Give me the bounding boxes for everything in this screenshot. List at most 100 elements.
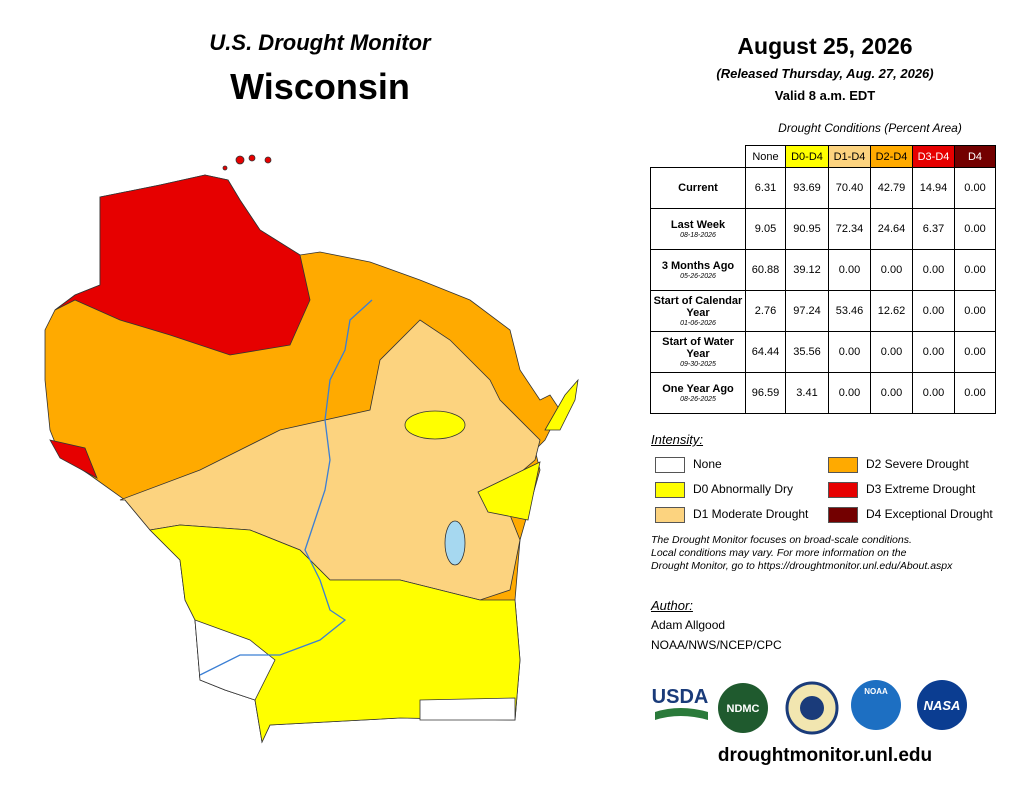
conditions-table: None D0-D4 D1-D4 D2-D4 D3-D4 D4 Current 6.31 93.… [650, 145, 996, 414]
row-label: Last Week [670, 218, 726, 231]
state-name: Wisconsin [230, 66, 410, 107]
value-cell: 72.34 [828, 208, 871, 250]
footer-url: droughtmonitor.unl.edu [717, 745, 933, 766]
logo-ndmc: NDMC [727, 703, 760, 715]
d0-region-east [477, 461, 541, 521]
value-cell: 6.31 [745, 167, 786, 209]
column-header: None [745, 145, 786, 168]
blank-cell [650, 145, 746, 168]
row-label-cell: Start of Water Year 09-30-2025 [650, 331, 746, 373]
value-cell: 6.37 [912, 208, 955, 250]
legend-swatch [828, 456, 858, 473]
island [264, 156, 272, 164]
column-header: D4 [954, 145, 996, 168]
value-cell: 9.05 [745, 208, 786, 250]
value-cell: 12.62 [870, 290, 913, 332]
logo-commerce-inner [800, 696, 824, 720]
legend-item: D3 Extreme Drought [828, 481, 975, 498]
legend-label: None [693, 457, 722, 471]
value-cell: 42.79 [870, 167, 913, 209]
note-line: The Drought Monitor focuses on broad-sca… [651, 534, 912, 546]
legend-title: Intensity: [651, 432, 704, 447]
data-row: Last Week 08-18-2026 9.05 90.95 72.34 24.64 6.… [650, 208, 996, 250]
released-date: (Released Thursday, Aug. 27, 2026) [716, 66, 934, 81]
value-cell: 0.00 [912, 249, 955, 291]
legend-swatch [655, 481, 685, 498]
date-title: August 25, 2026 [737, 33, 913, 59]
value-cell: 0.00 [954, 290, 996, 332]
data-row: Start of Water Year 09-30-2025 64.44 35.56 0… [650, 331, 996, 373]
legend-item: D2 Severe Drought [828, 456, 969, 473]
row-label: One Year Ago [662, 382, 734, 395]
logo-nasa: NASA [924, 698, 961, 713]
value-cell: 2.76 [745, 290, 786, 332]
row-label: Start of Calendar Year [653, 294, 743, 319]
value-cell: 0.00 [870, 372, 913, 414]
legend-item: None [655, 456, 722, 473]
row-label: Start of Water Year [662, 335, 734, 360]
legend-swatch [828, 481, 858, 498]
row-date: 01-06-2026 [680, 319, 716, 327]
column-header: D2-D4 [870, 145, 913, 168]
column-header: D3-D4 [912, 145, 955, 168]
value-cell: 3.41 [785, 372, 829, 414]
note-line: Local conditions may vary. For more info… [651, 547, 907, 559]
logo-noaa: NOAA [864, 687, 888, 696]
row-date: 09-30-2025 [680, 360, 716, 368]
value-cell: 60.88 [745, 249, 786, 291]
value-cell: 90.95 [785, 208, 829, 250]
wisconsin-river [199, 299, 373, 676]
logo-usda: USDA [652, 686, 709, 708]
row-label-cell: 3 Months Ago 05-26-2026 [650, 249, 746, 291]
legend-label: D0 Abnormally Dry [693, 482, 794, 496]
legend-item: D1 Moderate Drought [655, 506, 809, 523]
value-cell: 14.94 [912, 167, 955, 209]
value-cell: 64.44 [745, 331, 786, 373]
row-date: 08-18-2026 [680, 231, 716, 239]
value-cell: 0.00 [912, 372, 955, 414]
row-label-cell: Current [650, 167, 746, 209]
row-label-cell: Start of Calendar Year 01-06-2026 [650, 290, 746, 332]
legend-label: D1 Moderate Drought [693, 507, 809, 521]
d3-region-west [49, 439, 98, 479]
legend-swatch [655, 456, 685, 473]
island [222, 165, 228, 171]
legend-item: D4 Exceptional Drought [828, 506, 993, 523]
table-caption: Drought Conditions (Percent Area) [778, 121, 962, 135]
data-row: Current 6.31 93.69 70.40 42.79 14.94 0.00 [650, 167, 996, 209]
header-row: None D0-D4 D1-D4 D2-D4 D3-D4 D4 [650, 145, 996, 168]
none-region-se [419, 697, 516, 721]
island [248, 154, 256, 162]
row-date: 05-26-2026 [680, 272, 716, 280]
data-row: One Year Ago 08-26-2025 96.59 3.41 0.00 0.00 0… [650, 372, 996, 414]
d3-region-north [54, 174, 311, 356]
column-header: D0-D4 [785, 145, 829, 168]
title: U.S. Drought Monitor [209, 30, 431, 55]
value-cell: 0.00 [828, 372, 871, 414]
lake-winnebago [444, 520, 466, 566]
value-cell: 24.64 [870, 208, 913, 250]
row-label: 3 Months Ago [661, 259, 735, 272]
legend-label: D2 Severe Drought [866, 457, 969, 471]
value-cell: 0.00 [912, 331, 955, 373]
value-cell: 0.00 [954, 249, 996, 291]
logo-swoosh [655, 708, 708, 720]
value-cell: 70.40 [828, 167, 871, 209]
value-cell: 0.00 [870, 249, 913, 291]
value-cell: 96.59 [745, 372, 786, 414]
value-cell: 0.00 [954, 372, 996, 414]
logos: USDA NDMC NOAA NASA [652, 680, 967, 735]
islands [222, 154, 272, 171]
valid-time: Valid 8 a.m. EDT [774, 88, 876, 103]
value-cell: 0.00 [870, 331, 913, 373]
legend-label: D4 Exceptional Drought [866, 507, 993, 521]
value-cell: 35.56 [785, 331, 829, 373]
value-cell: 93.69 [785, 167, 829, 209]
value-cell: 0.00 [912, 290, 955, 332]
row-date: 08-26-2025 [680, 395, 716, 403]
door-peninsula [544, 378, 579, 431]
value-cell: 0.00 [954, 167, 996, 209]
value-cell: 0.00 [954, 208, 996, 250]
